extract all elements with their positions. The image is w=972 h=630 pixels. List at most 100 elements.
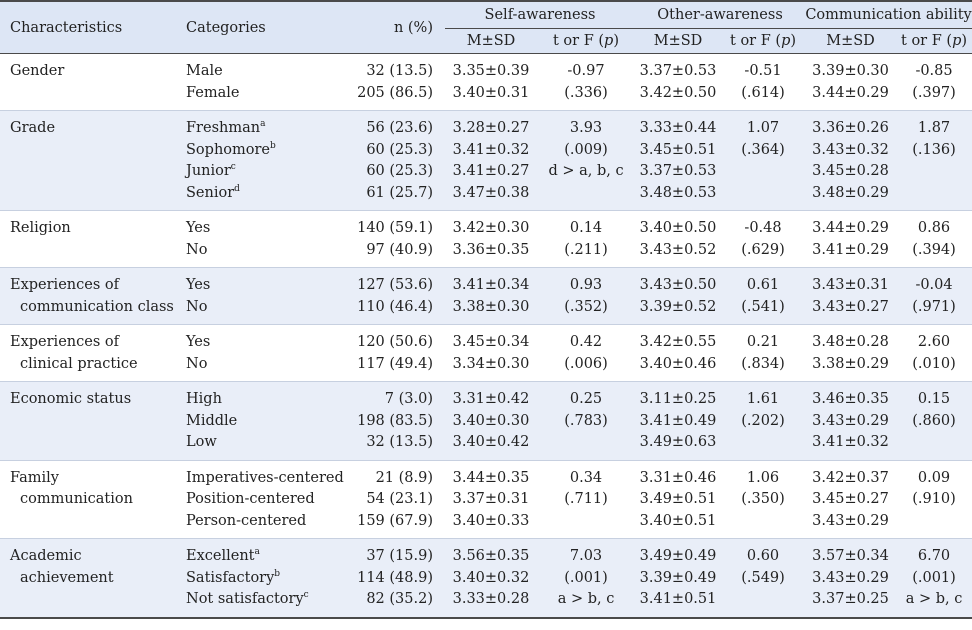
cell-sa-msd: 3.45±0.34 <box>452 334 530 350</box>
cell-sa-msd: 3.40±0.33 <box>452 512 530 529</box>
table-row: Low 32 (13.5) 3.40±0.42 3.49±0.63 3.41±0.32 <box>0 432 972 460</box>
characteristic-cell <box>0 140 184 162</box>
characteristic-cell: Religion <box>0 211 184 240</box>
category-label: Not satisfactory <box>186 591 304 607</box>
characteristic-label: Academic <box>10 548 82 564</box>
cell-ca-msd: 3.57±0.34 <box>812 548 889 564</box>
cell-sa-t: d > a, b, c <box>548 163 624 179</box>
cell-sa-msd: 3.40±0.30 <box>452 412 530 429</box>
cell-ca-t <box>896 183 972 211</box>
category-cell: Satisfactoryb <box>184 568 352 590</box>
cell-oa-msd: 3.49±0.63 <box>639 434 717 450</box>
table-row: Experiences of Yes 120 (50.6) 3.45±0.34 0.42… <box>0 325 972 354</box>
cell-ca-msd: 3.44±0.29 <box>812 220 889 236</box>
table-group: Family Imperatives-centered 21 (8.9) 3.44±0… <box>0 460 972 539</box>
cell-n: 198 (83.5) <box>357 412 433 429</box>
category-cell: Juniorc <box>184 161 352 183</box>
table-group: Economic status High 7 (3.0) 3.31±0.42 0.25 3… <box>0 381 972 460</box>
characteristic-cell <box>0 432 184 460</box>
category-label: Yes <box>186 277 211 293</box>
table-row: communication Position-centered 54 (23.1) 3… <box>0 489 972 511</box>
cell-oa-t: (.350) <box>741 491 785 507</box>
characteristic-cell <box>0 411 184 433</box>
cell-sa-t: 0.93 <box>569 277 603 293</box>
cell-oa-msd: 3.43±0.52 <box>639 241 717 258</box>
category-cell: Person-centered <box>184 511 352 539</box>
cell-sa-t: (.006) <box>564 355 608 372</box>
cell-oa-msd: 3.11±0.25 <box>639 391 717 407</box>
category-label: Satisfactory <box>186 569 275 586</box>
cell-oa-msd: 3.45±0.51 <box>639 141 717 158</box>
header-other-awareness: Other-awareness <box>635 1 806 29</box>
header-sa-msd: M±SD <box>466 33 516 49</box>
cell-ca-t: (.001) <box>912 569 956 586</box>
cell-n: 56 (23.6) <box>366 120 433 136</box>
category-label: No <box>186 241 208 258</box>
cell-n: 117 (49.4) <box>357 355 433 372</box>
characteristic-cell: Academic <box>0 539 184 568</box>
cell-ca-t: 0.86 <box>917 220 951 236</box>
cell-oa-t <box>721 432 805 460</box>
cell-ca-t <box>896 511 972 539</box>
table-row: No 97 (40.9) 3.36±0.35 (.211) 3.43±0.52 (.629… <box>0 240 972 268</box>
cell-oa-t: (.549) <box>741 569 785 586</box>
cell-sa-msd: 3.35±0.39 <box>452 63 530 79</box>
cell-sa-t: 7.03 <box>569 548 603 564</box>
cell-ca-t: 2.60 <box>917 334 951 350</box>
cell-ca-t: 1.87 <box>917 120 951 136</box>
category-cell: High <box>184 382 352 411</box>
category-label: Position-centered <box>186 491 315 507</box>
category-cell: Yes <box>184 211 352 240</box>
table-row: communication class No 110 (46.4) 3.38±0.30… <box>0 297 972 325</box>
table-row: Economic status High 7 (3.0) 3.31±0.42 0.25 3… <box>0 382 972 411</box>
cell-sa-t: (.009) <box>564 141 608 158</box>
characteristic-cell <box>0 183 184 211</box>
cell-ca-msd: 3.43±0.31 <box>812 277 889 293</box>
cell-oa-t <box>721 511 805 539</box>
cell-sa-msd: 3.41±0.34 <box>452 277 530 293</box>
cell-sa-msd: 3.56±0.35 <box>452 548 530 564</box>
characteristic-cell: communication class <box>0 297 184 325</box>
category-cell: Seniord <box>184 183 352 211</box>
table-row: Gender Male 32 (13.5) 3.35±0.39 -0.97 3.37±0.… <box>0 54 972 83</box>
cell-oa-t: 0.60 <box>746 548 780 564</box>
characteristic-label: Experiences of <box>10 277 119 293</box>
cell-sa-msd: 3.28±0.27 <box>452 120 530 136</box>
cell-oa-t <box>721 589 805 618</box>
cell-ca-t: (.910) <box>912 491 956 507</box>
characteristic-cell <box>0 83 184 111</box>
cell-n: 120 (50.6) <box>357 334 433 350</box>
category-cell: Low <box>184 432 352 460</box>
category-superscript: d <box>234 183 240 194</box>
cell-n: 7 (3.0) <box>384 391 433 407</box>
category-cell: Not satisfactoryc <box>184 589 352 618</box>
cell-oa-t: 0.61 <box>746 277 780 293</box>
cell-ca-t <box>896 161 972 183</box>
cell-oa-t: (.629) <box>741 241 785 258</box>
category-label: Junior <box>186 163 231 179</box>
cell-oa-msd: 3.41±0.51 <box>639 591 717 607</box>
table-row: Family Imperatives-centered 21 (8.9) 3.44±0… <box>0 460 972 489</box>
cell-oa-msd: 3.39±0.52 <box>639 298 717 315</box>
cell-n: 110 (46.4) <box>357 298 433 315</box>
cell-ca-t: (.010) <box>912 355 956 372</box>
cell-ca-msd: 3.36±0.26 <box>812 120 889 136</box>
cell-sa-t: (.352) <box>564 298 608 315</box>
category-superscript: c <box>303 590 309 601</box>
characteristic-cell: Gender <box>0 54 184 83</box>
cell-sa-msd: 3.40±0.31 <box>452 84 530 101</box>
cell-ca-msd: 3.43±0.32 <box>812 141 889 158</box>
category-cell: No <box>184 354 352 382</box>
cell-oa-msd: 3.49±0.51 <box>639 491 717 507</box>
cell-n: 60 (25.3) <box>366 163 433 179</box>
cell-ca-t: (.394) <box>912 241 956 258</box>
category-cell: Excellenta <box>184 539 352 568</box>
category-cell: Yes <box>184 325 352 354</box>
table-row: Academic Excellenta 37 (15.9) 3.56±0.35 7.03… <box>0 539 972 568</box>
category-cell: Middle <box>184 411 352 433</box>
category-superscript: a <box>254 547 260 558</box>
cell-oa-msd: 3.37±0.53 <box>639 63 717 79</box>
cell-n: 82 (35.2) <box>366 591 433 607</box>
category-label: Low <box>186 434 217 450</box>
